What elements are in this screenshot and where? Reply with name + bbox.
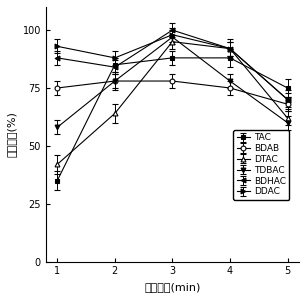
X-axis label: 提取时间(min): 提取时间(min)	[144, 282, 201, 292]
Legend: TAC, BDAB, DTAC, TDBAC, BDHAC, DDAC: TAC, BDAB, DTAC, TDBAC, BDHAC, DDAC	[233, 130, 289, 200]
Y-axis label: 相对丰度(%): 相对丰度(%)	[7, 111, 17, 157]
